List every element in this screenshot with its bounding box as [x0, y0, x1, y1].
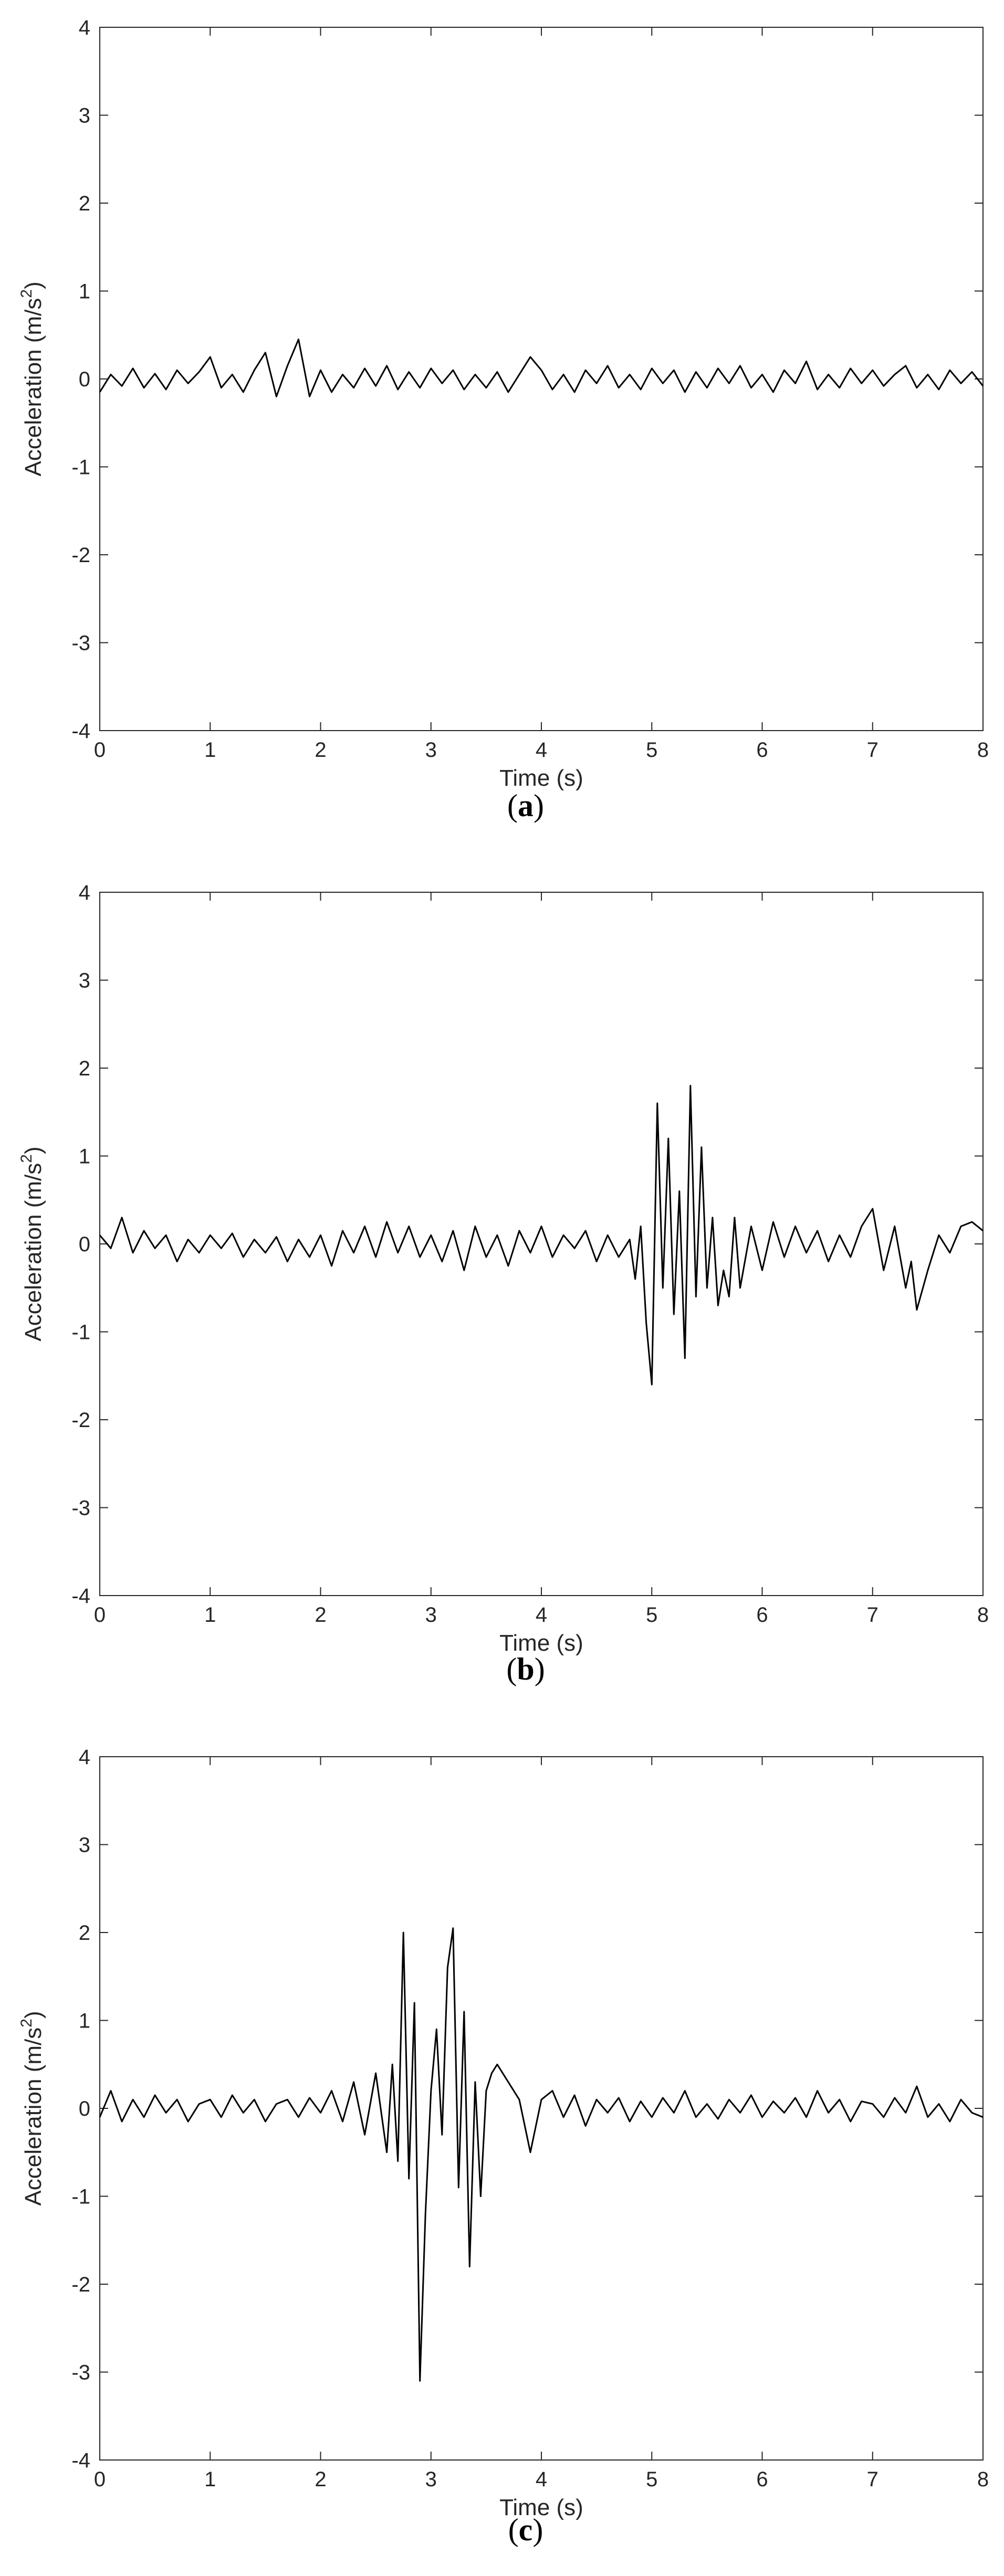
y-tick-label: -4 — [71, 720, 90, 743]
caption-letter: a — [518, 788, 534, 823]
panel-c: 0 1 2 3 4 5 6 7 8 -4 -3 -2 -1 0 1 2 3 4 Time (s) Accelerati… — [18, 1746, 989, 2547]
y-axis-title-superscript: 2 — [18, 1154, 35, 1163]
x-tick-label: 8 — [977, 738, 989, 762]
y-axis-title-main: Acceleration (m/s — [20, 1163, 46, 1342]
plot-area — [99, 1756, 984, 2461]
panel-caption: (b) — [506, 1652, 545, 1686]
y-tick-label: 4 — [79, 1746, 90, 1769]
y-tick-label: 2 — [79, 1057, 90, 1080]
x-tick-label: 7 — [867, 738, 878, 762]
x-tick-label: 4 — [536, 738, 547, 762]
y-tick-label: -1 — [71, 2186, 90, 2209]
x-axis-title: Time (s) — [499, 1630, 583, 1656]
y-axis-title: Acceleration (m/s2) — [18, 1146, 46, 1341]
y-axis-title-close: ) — [20, 2011, 46, 2019]
y-tick-label: 0 — [79, 368, 90, 391]
plot-area — [99, 892, 984, 1596]
panel-b: 0 1 2 3 4 5 6 7 8 -4 -3 -2 -1 0 1 2 3 4 Time (s) Accelerati… — [18, 881, 989, 1686]
x-tick-label: 3 — [425, 1603, 437, 1627]
panel-caption: (a) — [507, 788, 544, 823]
y-tick-label: 3 — [79, 969, 90, 993]
y-tick-label: 2 — [79, 1922, 90, 1945]
y-axis-title: Acceleration (m/s2) — [18, 2011, 46, 2205]
y-tick-label: 0 — [79, 1233, 90, 1256]
x-tick-label: 7 — [867, 2468, 878, 2491]
panel-a: 0 1 2 3 4 5 6 7 8 -4 -3 -2 -1 0 1 2 3 4 Time (s) Accelerati… — [18, 16, 989, 823]
x-tick-label: 6 — [756, 2468, 768, 2491]
x-tick-label: 5 — [646, 1603, 657, 1627]
x-tick-label: 1 — [204, 2468, 216, 2491]
x-tick-label: 5 — [646, 2468, 657, 2491]
x-tick-label: 0 — [94, 2468, 106, 2491]
y-tick-label: 3 — [79, 104, 90, 128]
y-tick-label: -3 — [71, 2361, 90, 2384]
x-tick-label: 2 — [315, 2468, 326, 2491]
x-tick-label: 2 — [315, 738, 326, 762]
panel-caption: (c) — [508, 2512, 543, 2547]
y-axis-title-superscript: 2 — [18, 2019, 35, 2028]
caption-open: ( — [508, 2512, 519, 2547]
y-axis-title: Acceleration (m/s2) — [18, 281, 46, 476]
y-tick-label: 1 — [79, 1145, 90, 1168]
y-tick-label: 4 — [79, 16, 90, 39]
x-tick-label: 2 — [315, 1603, 326, 1627]
x-tick-label: 4 — [536, 2468, 547, 2491]
y-tick-label: 2 — [79, 192, 90, 215]
y-axis-title-close: ) — [20, 1146, 46, 1154]
caption-letter: b — [517, 1652, 534, 1686]
y-axis-title-superscript: 2 — [18, 289, 35, 298]
y-tick-label: -2 — [71, 544, 90, 567]
series-line — [99, 339, 984, 397]
y-tick-label: 1 — [79, 2010, 90, 2033]
caption-open: ( — [506, 1652, 517, 1686]
caption-close: ) — [532, 2512, 543, 2547]
x-tick-label: 8 — [977, 2468, 989, 2491]
caption-open: ( — [507, 788, 518, 823]
x-tick-label: 3 — [425, 738, 437, 762]
x-tick-label: 6 — [756, 738, 768, 762]
caption-close: ) — [535, 1652, 545, 1686]
y-tick-label: -1 — [71, 456, 90, 479]
series-line — [99, 1927, 984, 2382]
y-tick-label: -3 — [71, 1497, 90, 1520]
y-tick-label: -1 — [71, 1321, 90, 1344]
y-tick-label: -2 — [71, 2273, 90, 2296]
x-tick-label: 6 — [756, 1603, 768, 1627]
x-tick-label: 4 — [536, 1603, 547, 1627]
y-tick-label: 4 — [79, 881, 90, 904]
x-tick-label: 5 — [646, 738, 657, 762]
y-tick-label: 0 — [79, 2097, 90, 2120]
x-tick-label: 1 — [204, 738, 216, 762]
x-tick-label: 0 — [94, 738, 106, 762]
y-tick-label: -4 — [71, 1585, 90, 1608]
x-tick-label: 7 — [867, 1603, 878, 1627]
caption-close: ) — [534, 788, 544, 823]
x-tick-label: 3 — [425, 2468, 437, 2491]
x-axis-title: Time (s) — [499, 2495, 583, 2520]
caption-letter: c — [519, 2512, 533, 2547]
x-axis-title: Time (s) — [499, 765, 583, 791]
y-axis-title-close: ) — [20, 281, 46, 289]
y-axis-title-main: Acceleration (m/s — [20, 2028, 46, 2206]
x-tick-label: 8 — [977, 1603, 989, 1627]
y-tick-label: 3 — [79, 1834, 90, 1857]
plot-area — [99, 27, 984, 731]
y-tick-label: -4 — [71, 2449, 90, 2472]
x-tick-label: 1 — [204, 1603, 216, 1627]
y-axis-title-main: Acceleration (m/s — [20, 298, 46, 477]
x-tick-label: 0 — [94, 1603, 106, 1627]
y-tick-label: -2 — [71, 1409, 90, 1432]
series-line — [99, 1085, 984, 1386]
y-tick-label: -3 — [71, 632, 90, 655]
y-tick-label: 1 — [79, 280, 90, 303]
